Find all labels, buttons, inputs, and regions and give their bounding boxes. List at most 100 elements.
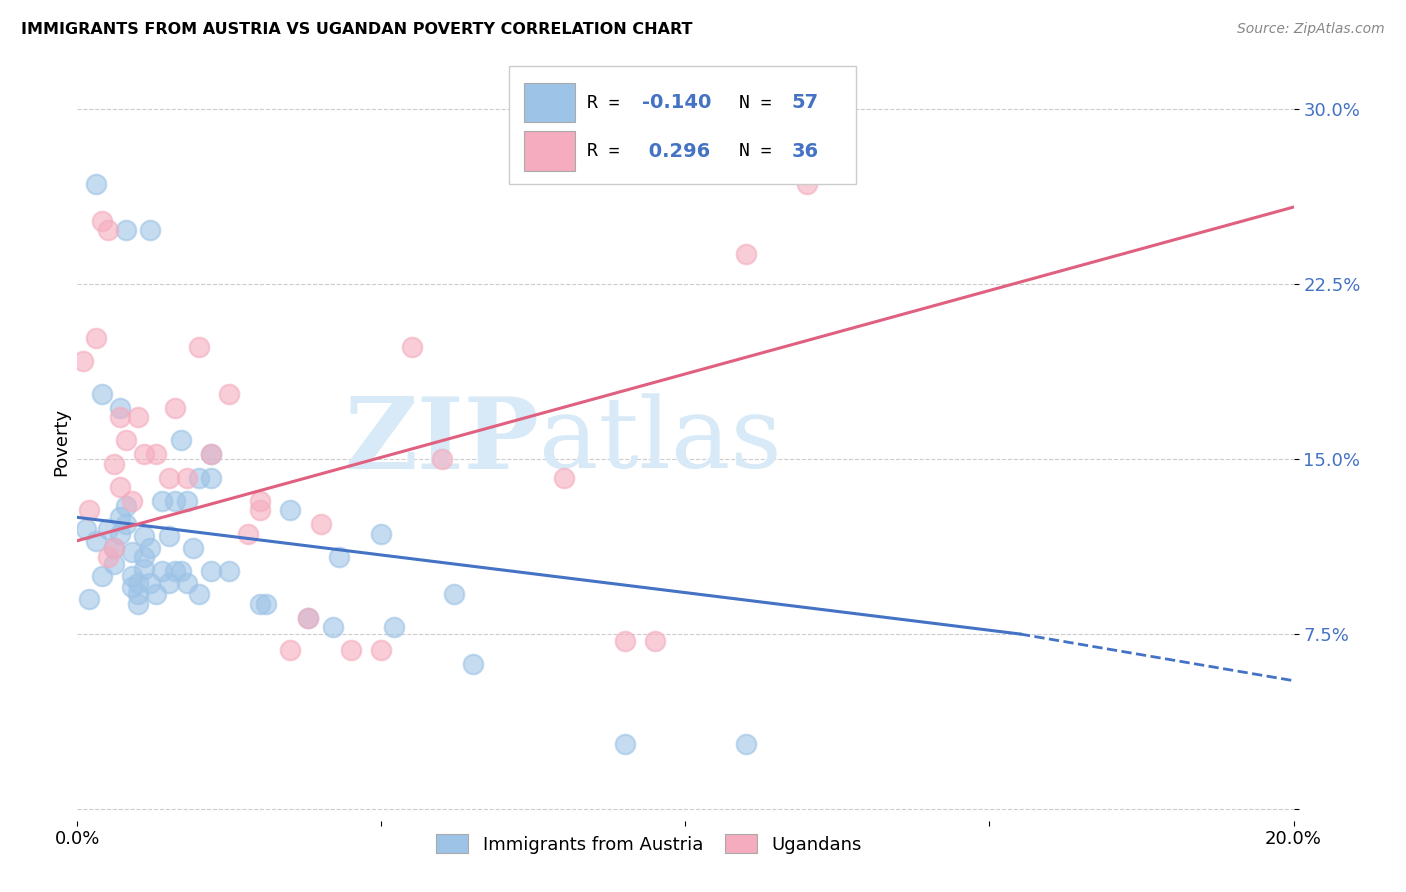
- Legend: Immigrants from Austria, Ugandans: Immigrants from Austria, Ugandans: [429, 827, 869, 861]
- Point: [188, 587, 211, 601]
- Point: [370, 526, 392, 541]
- Point: [735, 737, 758, 751]
- Point: [322, 620, 344, 634]
- Point: [115, 223, 138, 237]
- Point: [115, 434, 138, 448]
- Point: [181, 541, 204, 555]
- Point: [108, 480, 131, 494]
- Point: [90, 568, 112, 582]
- Point: [97, 223, 120, 237]
- Point: [103, 541, 125, 555]
- Point: [134, 562, 156, 576]
- FancyBboxPatch shape: [523, 131, 575, 171]
- Point: [163, 564, 186, 578]
- Point: [340, 643, 363, 657]
- Point: [188, 340, 211, 354]
- Point: [72, 354, 94, 368]
- Point: [108, 526, 131, 541]
- Point: [297, 610, 319, 624]
- Point: [134, 529, 156, 543]
- Point: [236, 526, 259, 541]
- FancyBboxPatch shape: [509, 66, 856, 184]
- Point: [163, 401, 186, 415]
- Point: [127, 410, 149, 425]
- Text: ZIP: ZIP: [344, 393, 540, 490]
- Point: [134, 549, 156, 564]
- Point: [84, 177, 107, 191]
- Point: [613, 737, 636, 751]
- Text: 36: 36: [792, 142, 818, 161]
- Point: [79, 503, 101, 517]
- Point: [370, 643, 392, 657]
- Point: [134, 447, 156, 461]
- Point: [254, 597, 277, 611]
- Point: [139, 575, 162, 590]
- Point: [157, 471, 180, 485]
- Point: [121, 545, 143, 559]
- Point: [145, 587, 167, 601]
- Point: [108, 401, 131, 415]
- Point: [644, 634, 666, 648]
- Point: [127, 587, 149, 601]
- Text: 0.296: 0.296: [641, 142, 710, 161]
- Text: N =: N =: [740, 142, 782, 161]
- Text: atlas: atlas: [540, 393, 782, 490]
- Point: [200, 471, 222, 485]
- Point: [249, 503, 271, 517]
- Point: [401, 340, 423, 354]
- Point: [443, 587, 465, 601]
- Point: [176, 471, 198, 485]
- Point: [121, 568, 143, 582]
- Point: [249, 597, 271, 611]
- Point: [108, 410, 131, 425]
- Point: [97, 522, 120, 536]
- Text: -0.140: -0.140: [641, 93, 711, 112]
- Point: [200, 447, 222, 461]
- Point: [188, 471, 211, 485]
- Point: [170, 434, 193, 448]
- Point: [200, 564, 222, 578]
- Text: 57: 57: [792, 93, 818, 112]
- Point: [218, 386, 240, 401]
- Point: [121, 494, 143, 508]
- Text: N =: N =: [740, 94, 782, 112]
- Point: [553, 471, 575, 485]
- Point: [152, 494, 174, 508]
- Point: [139, 541, 162, 555]
- Point: [249, 494, 271, 508]
- Text: R =: R =: [586, 142, 630, 161]
- Point: [176, 575, 198, 590]
- Point: [121, 580, 143, 594]
- Point: [139, 223, 162, 237]
- Point: [103, 541, 125, 555]
- Point: [163, 494, 186, 508]
- Point: [84, 331, 107, 345]
- Point: [75, 522, 97, 536]
- Point: [297, 610, 319, 624]
- Point: [79, 592, 101, 607]
- Point: [430, 452, 453, 467]
- Point: [735, 246, 758, 260]
- Point: [218, 564, 240, 578]
- Point: [115, 517, 138, 532]
- Point: [613, 634, 636, 648]
- Point: [176, 494, 198, 508]
- Point: [115, 499, 138, 513]
- Point: [90, 214, 112, 228]
- Point: [170, 564, 193, 578]
- Point: [157, 529, 180, 543]
- Point: [328, 549, 350, 564]
- Point: [278, 503, 301, 517]
- Point: [103, 457, 125, 471]
- Point: [157, 575, 180, 590]
- Point: [97, 549, 120, 564]
- Point: [382, 620, 405, 634]
- Point: [127, 597, 149, 611]
- Text: Source: ZipAtlas.com: Source: ZipAtlas.com: [1237, 22, 1385, 37]
- Point: [278, 643, 301, 657]
- Point: [90, 386, 112, 401]
- Point: [461, 657, 484, 672]
- Point: [200, 447, 222, 461]
- Point: [84, 533, 107, 548]
- Point: [796, 177, 818, 191]
